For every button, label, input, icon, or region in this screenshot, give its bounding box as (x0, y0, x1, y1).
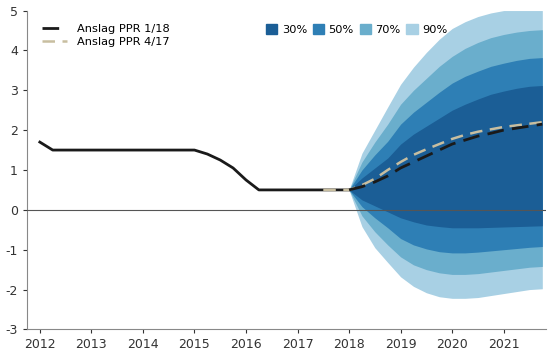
Legend: 30%, 50%, 70%, 90%: 30%, 50%, 70%, 90% (261, 19, 452, 40)
